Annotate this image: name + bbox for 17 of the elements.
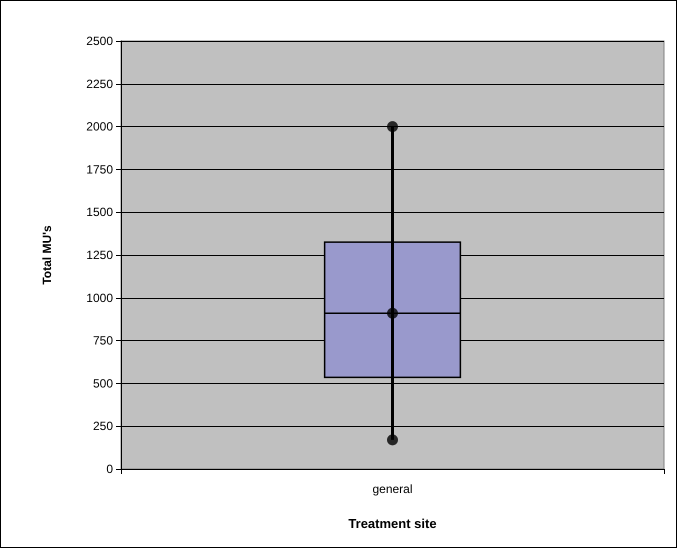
y-tick-label: 1000 (86, 290, 114, 305)
y-tick-label: 500 (92, 376, 114, 390)
point (387, 434, 398, 446)
y-tick-label: 750 (92, 334, 114, 348)
x-axis-title: Treatment site (348, 516, 437, 531)
y-tick-label: 2000 (86, 120, 114, 134)
y-tick-label: 250 (92, 419, 114, 434)
point (387, 121, 398, 132)
y-axis-title: Total MU's (40, 225, 54, 285)
x-tick-label: general (372, 482, 413, 496)
point (387, 308, 398, 319)
y-tick-label: 0 (106, 462, 114, 476)
y-tick-label: 2500 (86, 34, 114, 48)
y-tick-label: 1500 (86, 205, 114, 220)
y-tick-label: 2250 (86, 76, 114, 91)
y-tick-label: 1750 (86, 162, 114, 176)
y-tick-label: 1250 (86, 248, 114, 262)
